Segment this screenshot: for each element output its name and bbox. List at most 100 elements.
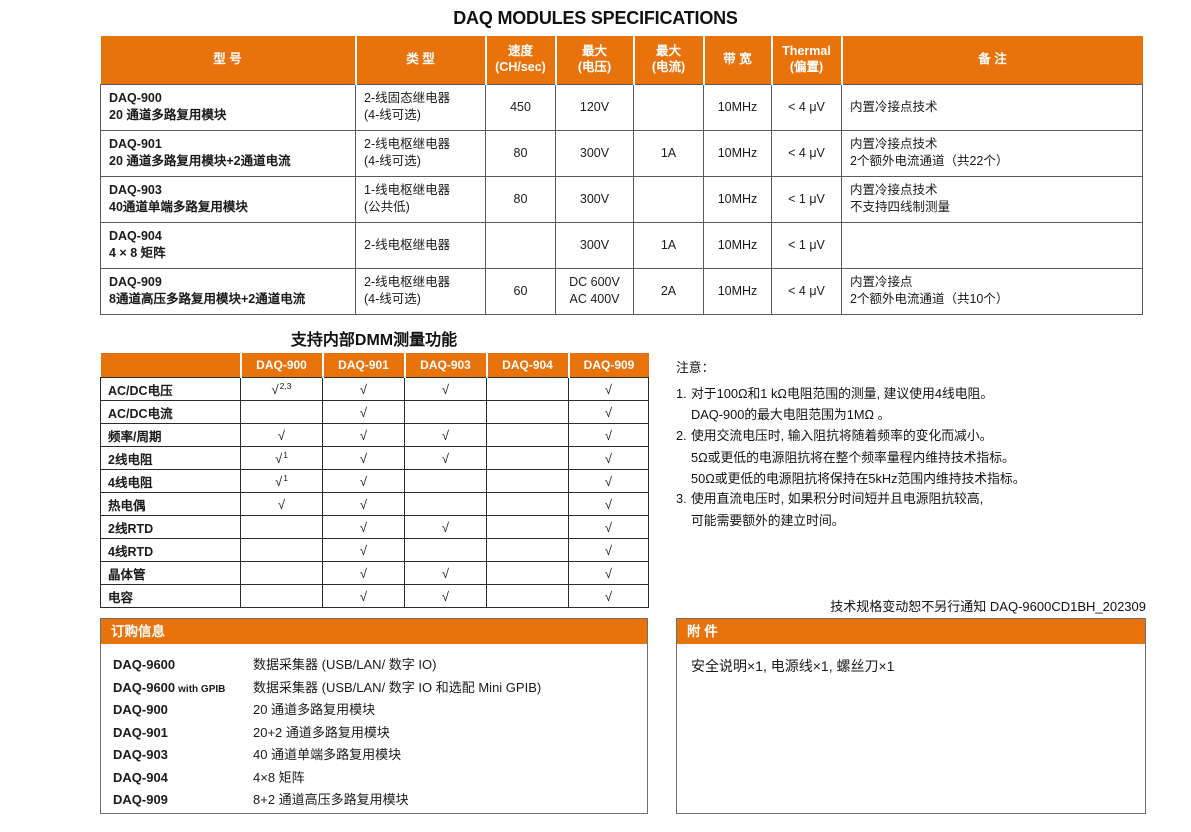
table-row: 4线RTD √ √ (100, 538, 649, 562)
table-row: 2线电阻 √1 √ √ √ (100, 446, 649, 470)
dmm-cell-function: 频率/周期 (100, 423, 241, 447)
dmm-cell-support (404, 538, 487, 562)
spec-header-type-l1: 类 型 (406, 51, 435, 66)
check-icon: √ (604, 473, 613, 489)
dmm-cell-support: √ (322, 538, 405, 562)
check-icon: √ (275, 451, 283, 467)
table-row: DAQ-900 20 通道多路复用模块 2-线固态继电器 (4-线可选) 450 120V… (100, 83, 1143, 131)
spec-cell-model: DAQ-900 20 通道多路复用模块 (100, 83, 356, 131)
spec-table-container: 型 号 类 型 速度 (CH/sec) 最大 (电压) 最大 (100, 36, 1143, 315)
dmm-cell-support (486, 515, 569, 539)
note-text: 可能需要额外的建立时间。 (691, 513, 845, 529)
dmm-cell-support: √ (404, 584, 487, 608)
check-icon: √ (441, 565, 450, 581)
notes-block: 注意： 1. 对于100Ω和1 kΩ电阻范围的测量, 建议使用4线电阻。 DAQ-9… (676, 358, 1146, 532)
dmm-header-daq-909: DAQ-909 (567, 353, 649, 378)
spec-cell-speed: 60 (485, 267, 556, 315)
spec-cell-type: 2-线电枢继电器 (4-线可选) (355, 267, 486, 315)
spec-header-max-current-l2: (电流) (651, 59, 686, 74)
dmm-cell-support: √ (568, 561, 649, 585)
check-icon: √ (359, 450, 368, 466)
dmm-cell-support (240, 584, 323, 608)
accessories-body: 安全说明×1, 电源线×1, 螺丝刀×1 (691, 658, 895, 674)
table-row: 晶体管 √ √ √ (100, 561, 649, 585)
dmm-cell-function: 2线RTD (100, 515, 241, 539)
check-icon: √ (359, 473, 368, 489)
dmm-header-daq-903: DAQ-903 (403, 353, 488, 378)
dmm-cell-support: √ (568, 423, 649, 447)
check-icon: √ (604, 519, 613, 535)
check-icon: √ (359, 519, 368, 535)
spec-header-model: 型 号 (100, 36, 357, 84)
spec-cell-thermal: < 1 μV (771, 221, 842, 269)
spec-cell-max-current: 2A (633, 267, 704, 315)
dmm-cell-function: AC/DC电流 (100, 400, 241, 424)
spec-header-thermal: Thermal (偏置) (770, 36, 843, 84)
list-item: DAQ-9600 with GPIB 数据采集器 (USB/LAN/ 数字 IO 和… (101, 677, 647, 700)
check-icon: √ (275, 474, 283, 490)
spec-cell-thermal: < 4 μV (771, 267, 842, 315)
spec-cell-remark: 内置冷接点技术 不支持四线制测量 (841, 175, 1143, 223)
dmm-cell-support: √ (568, 377, 649, 401)
check-icon: √ (604, 496, 613, 512)
spec-cell-max-current (633, 175, 704, 223)
spec-cell-type: 2-线电枢继电器 (355, 221, 486, 269)
spec-cell-type: 1-线电枢继电器 (公共低) (355, 175, 486, 223)
footnote-marker: 1 (283, 449, 288, 460)
list-item: DAQ-904 4×8 矩阵 (101, 767, 647, 790)
order-item-description: 40 通道单端多路复用模块 (253, 747, 402, 762)
dmm-cell-support: √ (568, 469, 649, 493)
check-icon: √ (604, 404, 613, 420)
check-icon: √ (604, 381, 613, 397)
table-row: AC/DC电流 √ √ (100, 400, 649, 424)
note-item: 3. 使用直流电压时, 如果积分时间短并且电源阻抗较高, 可能需要额外的建立时间。 (676, 489, 1146, 531)
note-item: 1. 对于100Ω和1 kΩ电阻范围的测量, 建议使用4线电阻。 DAQ-900的最… (676, 384, 1146, 426)
dmm-cell-support: √ (404, 446, 487, 470)
dmm-table-body: AC/DC电压 √2,3 √ √ √ AC/DC电流 √ √ 频率/周期 √ √ √ √ 2线电阻 √1 √ √… (100, 377, 649, 608)
dmm-cell-support: √ (322, 400, 405, 424)
spec-header-max-current: 最大 (电流) (632, 36, 705, 84)
dmm-cell-support (404, 469, 487, 493)
check-icon: √ (359, 404, 368, 420)
dmm-cell-function: 4线RTD (100, 538, 241, 562)
check-icon: √ (441, 450, 450, 466)
spec-header-remark: 备 注 (840, 36, 1143, 84)
table-row: AC/DC电压 √2,3 √ √ √ (100, 377, 649, 401)
page-title: DAQ MODULES SPECIFICATIONS (453, 8, 738, 28)
dmm-cell-function: 电容 (100, 584, 241, 608)
table-row: 2线RTD √ √ √ (100, 515, 649, 539)
note-text: DAQ-900的最大电阻范围为1MΩ 。 (691, 407, 891, 423)
dmm-cell-support: √ (322, 469, 405, 493)
note-text: 使用交流电压时, 输入阻抗将随着频率的变化而减小。 (691, 428, 993, 444)
check-icon: √ (604, 588, 613, 604)
order-item-code: DAQ-9600 (113, 657, 176, 672)
note-number: 1. (676, 385, 687, 401)
dmm-cell-support: √ (568, 446, 649, 470)
dmm-cell-support (240, 400, 323, 424)
dmm-cell-support (240, 515, 323, 539)
dmm-cell-support: √1 (240, 446, 323, 470)
order-item-code: DAQ-904 (113, 769, 168, 785)
spec-cell-model: DAQ-903 40通道单端多路复用模块 (100, 175, 356, 223)
dmm-cell-support (240, 538, 323, 562)
spec-cell-speed: 80 (485, 175, 556, 223)
dmm-cell-support: √ (568, 538, 649, 562)
notes-heading: 注意： (676, 360, 715, 375)
spec-cell-max-current: 1A (633, 129, 704, 177)
spec-cell-max-voltage: DC 600V AC 400V (555, 267, 634, 315)
spec-table: 型 号 类 型 速度 (CH/sec) 最大 (电压) 最大 (100, 36, 1143, 315)
dmm-table: DAQ-900 DAQ-901 DAQ-903 DAQ-904 DAQ-909 … (100, 353, 649, 608)
dmm-cell-support: √1 (240, 469, 323, 493)
table-row: DAQ-901 20 通道多路复用模块+2通道电流 2-线电枢继电器 (4-线可选) 8… (100, 129, 1143, 177)
spec-cell-speed: 80 (485, 129, 556, 177)
accessories-box: 附 件 安全说明×1, 电源线×1, 螺丝刀×1 (676, 618, 1146, 814)
dmm-cell-support (404, 492, 487, 516)
dmm-cell-support: √ (322, 561, 405, 585)
dmm-cell-support: √ (568, 400, 649, 424)
spec-cell-type: 2-线电枢继电器 (4-线可选) (355, 129, 486, 177)
dmm-cell-function: 2线电阻 (100, 446, 241, 470)
check-icon: √ (441, 381, 450, 397)
check-icon: √ (441, 427, 450, 443)
dmm-cell-support (486, 377, 569, 401)
order-item-code: DAQ-909 (113, 792, 168, 807)
